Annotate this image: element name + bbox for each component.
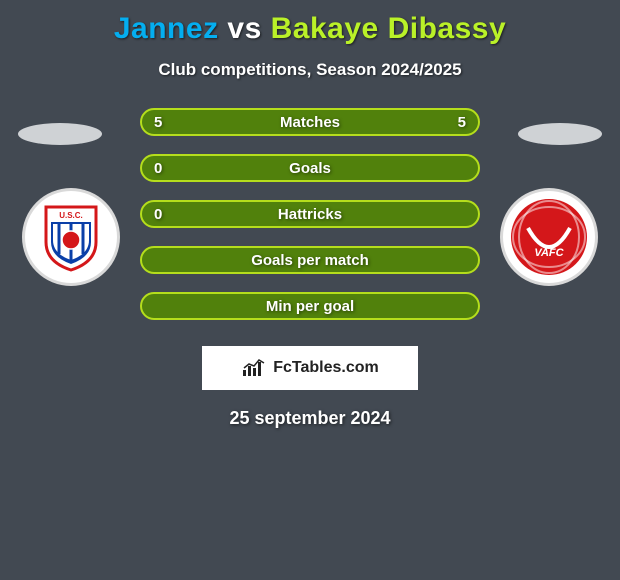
team1-crest: U.S.C. [22, 188, 120, 286]
svg-text:U.S.C.: U.S.C. [59, 211, 83, 220]
team2-crest: VAFC [500, 188, 598, 286]
stat-label: Hattricks [278, 206, 342, 223]
vs-text: vs [227, 12, 261, 45]
svg-text:VAFC: VAFC [534, 247, 564, 259]
brand-watermark: FcTables.com [202, 346, 418, 390]
brand-text: FcTables.com [273, 359, 379, 377]
player2-name: Bakaye Dibassy [271, 12, 507, 45]
stat-left-value: 0 [154, 206, 162, 223]
vafc-shield-icon: VAFC [510, 198, 588, 276]
stat-row-goals: 0 Goals [140, 154, 480, 182]
stat-row-matches: 5 Matches 5 [140, 108, 480, 136]
stat-row-min-per-goal: Min per goal [140, 292, 480, 320]
stat-label: Goals per match [251, 252, 369, 269]
player2-avatar-placeholder [518, 123, 602, 145]
usc-shield-icon: U.S.C. [41, 202, 101, 272]
subtitle: Club competitions, Season 2024/2025 [0, 60, 620, 80]
chart-icon [241, 358, 267, 378]
stat-label: Goals [289, 160, 331, 177]
player1-avatar-placeholder [18, 123, 102, 145]
stat-row-goals-per-match: Goals per match [140, 246, 480, 274]
stat-left-value: 0 [154, 160, 162, 177]
stat-right-value: 5 [458, 114, 466, 131]
page-title: Jannez vs Bakaye Dibassy [0, 0, 620, 46]
stat-row-hattricks: 0 Hattricks [140, 200, 480, 228]
player1-name: Jannez [114, 12, 219, 45]
stat-bars: 5 Matches 5 0 Goals 0 Hattricks Goals pe… [140, 108, 480, 338]
date-text: 25 september 2024 [0, 408, 620, 429]
stat-left-value: 5 [154, 114, 162, 131]
stat-label: Matches [280, 114, 340, 131]
stat-label: Min per goal [266, 298, 354, 315]
comparison-layout: U.S.C. VAFC 5 Matches 5 [0, 108, 620, 338]
